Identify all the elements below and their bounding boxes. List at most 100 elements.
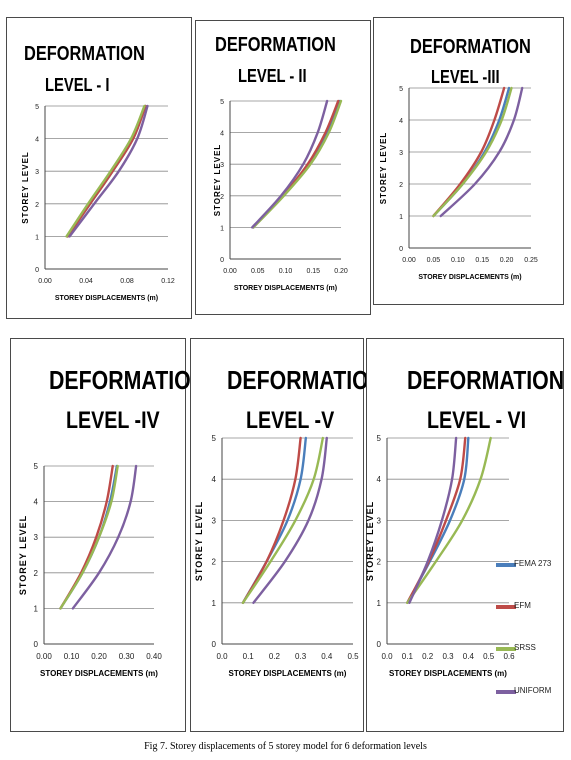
chart-panel-2: DEFORMATION LEVEL - II 0 1 2 3 4 5 0.00 0.05 0.10 0…: [195, 20, 371, 315]
chart-svg: 0 1 2 3 4 5 0.00 0.05 0.10 0.15 0.20 0.25 STOREY DIS…: [379, 86, 538, 281]
x-tick-label: 0.00: [38, 278, 52, 285]
y-axis-label: STOREY LEVEL: [21, 151, 30, 224]
chart-title-line1: DEFORMATION: [407, 365, 565, 395]
chart-title-line1: DEFORMATION: [215, 34, 336, 56]
chart-panel-3: DEFORMATION LEVEL -III 0 1 2 3 4 5 0.00 0.05 0.10 0…: [373, 17, 564, 305]
chart-title-line2: LEVEL -IV: [66, 407, 160, 434]
legend-swatch-uniform: [496, 690, 516, 694]
legend-label-srss: SRSS: [514, 643, 536, 652]
chart-panel-1: DEFORMATION LEVEL - I 0 1 2 3 4 5 0.00 0.04 0.08 0.…: [6, 17, 192, 319]
chart-panel-6: DEFORMATION LEVEL - VI 0 1 2 3 4 5 0.0 0.1 0.2 0.3 0…: [365, 338, 565, 732]
x-tick-label: 0.5: [483, 652, 495, 661]
y-axis-label: STOREY LEVEL: [194, 501, 204, 581]
series-line-srss: [65, 104, 146, 238]
chart-title-line2: LEVEL - VI: [427, 407, 527, 434]
chart-title-line2: LEVEL -III: [431, 67, 500, 87]
chart-title-line1: DEFORMATION: [410, 36, 531, 58]
x-tick-label: 0.20: [500, 257, 514, 264]
chart-title-line1: DEFORMATION: [24, 43, 145, 65]
series-line-srss: [406, 436, 492, 604]
x-tick-label: 0.6: [503, 652, 515, 661]
x-tick-label: 0.0: [216, 652, 228, 661]
x-tick-label: 0.3: [442, 652, 454, 661]
y-tick-label: 4: [34, 498, 39, 507]
series-line-uniform: [68, 104, 149, 238]
x-tick-label: 0.20: [334, 268, 348, 275]
y-tick-label: 3: [212, 516, 217, 525]
x-axis-label: STOREY DISPLACEMENTS (m): [40, 669, 158, 678]
x-tick-label: 0.4: [463, 652, 475, 661]
x-tick-label: 0.08: [120, 278, 134, 285]
y-axis-label: STOREY LEVEL: [18, 515, 28, 595]
y-tick-label: 4: [35, 137, 39, 144]
series-line-srss: [252, 99, 343, 229]
y-tick-label: 2: [377, 558, 382, 567]
legend-label-fema-273: FEMA 273: [514, 559, 552, 568]
legend-swatch-efm: [496, 605, 516, 609]
y-tick-label: 3: [34, 533, 39, 542]
y-tick-label: 4: [212, 475, 217, 484]
legend-label-efm: EFM: [514, 601, 531, 610]
series-line-efm: [432, 86, 506, 218]
y-axis-label: STOREY LEVEL: [379, 132, 388, 205]
x-tick-label: 0.2: [422, 652, 434, 661]
x-tick-label: 0.10: [451, 257, 465, 264]
series-line-srss: [432, 86, 513, 218]
x-axis-label: STOREY DISPLACEMENTS (m): [55, 295, 158, 302]
y-tick-label: 2: [220, 194, 224, 201]
series-line-srss: [59, 464, 119, 610]
y-tick-label: 1: [399, 214, 403, 221]
y-tick-label: 5: [399, 86, 403, 93]
y-tick-label: 5: [35, 104, 39, 111]
x-tick-label: 0.1: [402, 652, 414, 661]
chart-panel-5: DEFORMATION LEVEL -V 0 1 2 3 4 5 0.0 0.1 0.2 0.3 0.4…: [190, 338, 384, 732]
x-tick-label: 0.10: [64, 652, 80, 661]
series-line-uniform: [408, 436, 458, 604]
y-tick-label: 3: [377, 516, 382, 525]
y-tick-label: 0: [399, 246, 403, 253]
x-tick-label: 0.15: [306, 268, 320, 275]
chart-title-line2: LEVEL -V: [246, 407, 335, 434]
x-tick-label: 0.10: [279, 268, 293, 275]
y-tick-label: 3: [35, 169, 39, 176]
y-axis-label: STOREY LEVEL: [365, 501, 375, 581]
chart-title-line2: LEVEL - II: [238, 66, 307, 86]
y-tick-label: 3: [399, 150, 403, 157]
series-line-efm: [241, 436, 302, 604]
y-tick-label: 1: [212, 599, 217, 608]
y-tick-label: 4: [220, 131, 224, 138]
x-tick-label: 0.0: [381, 652, 393, 661]
y-tick-label: 5: [220, 99, 224, 106]
y-tick-label: 3: [220, 162, 224, 169]
x-axis-label: STOREY DISPLACEMENTS (m): [229, 669, 347, 678]
chart-svg: 0 1 2 3 4 5 0.0 0.1 0.2 0.3 0.4 0.5 0.6 STOREY DISPLA…: [365, 434, 515, 678]
y-tick-label: 5: [212, 434, 217, 443]
figure-caption: Fig 7. Storey displacements of 5 storey …: [144, 741, 427, 752]
y-tick-label: 2: [212, 558, 217, 567]
x-tick-label: 0.5: [347, 652, 359, 661]
x-axis-label: STOREY DISPLACEMENTS (m): [418, 274, 521, 281]
chart-svg: 0 1 2 3 4 5 0.00 0.05 0.10 0.15 0.20 STOREY DISPLAC…: [213, 99, 348, 292]
y-tick-label: 2: [34, 569, 39, 578]
chart-title-line1: DEFORMATION: [49, 365, 207, 395]
x-tick-label: 0.40: [146, 652, 162, 661]
x-tick-label: 0.1: [243, 652, 255, 661]
y-tick-label: 0: [220, 257, 224, 264]
y-tick-label: 0: [34, 640, 39, 649]
series-line-uniform: [251, 99, 329, 229]
x-tick-label: 0.3: [295, 652, 307, 661]
y-tick-label: 0: [35, 267, 39, 274]
y-tick-label: 1: [35, 234, 39, 241]
x-tick-label: 0.00: [36, 652, 52, 661]
x-tick-label: 0.4: [321, 652, 333, 661]
y-tick-label: 1: [34, 604, 39, 613]
legend-swatch-srss: [496, 647, 516, 651]
chart-svg: 0 1 2 3 4 5 0.00 0.04 0.08 0.12 STOREY DISPLACEMEN…: [21, 104, 175, 302]
chart-panel-4: DEFORMATION LEVEL -IV 0 1 2 3 4 5 0.00 0.10 0.20 0.…: [10, 338, 206, 732]
y-tick-label: 1: [220, 225, 224, 232]
series-line-efm: [66, 104, 147, 238]
y-tick-label: 5: [34, 462, 39, 471]
series-line-uniform: [252, 436, 328, 604]
y-tick-label: 4: [399, 118, 403, 125]
